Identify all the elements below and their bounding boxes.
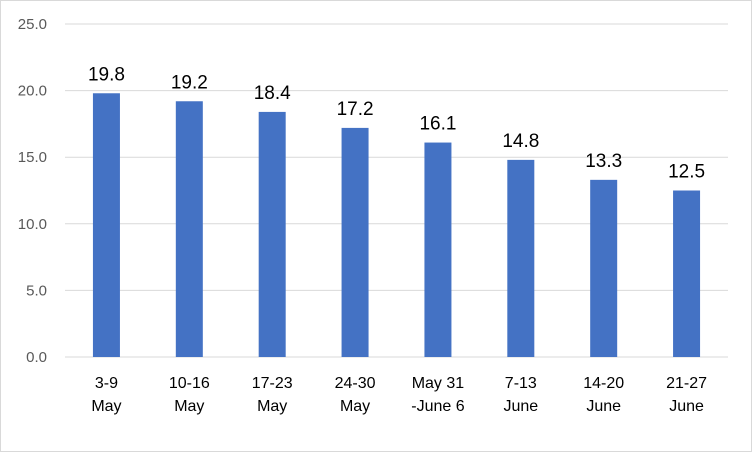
data-label: 12.5 [668,162,705,183]
x-category-label: 3-9 [95,375,118,392]
x-category-label: 14-20 [583,375,624,392]
x-category-label: May [91,398,121,415]
x-category-label: 10-16 [169,375,210,392]
x-category-label: 21-27 [666,375,707,392]
data-label: 18.4 [254,83,291,104]
data-label: 19.2 [171,72,208,93]
bar [175,101,203,357]
data-labels: 19.8 19.2 18.4 17.2 16.1 14.8 13.3 12.5 [88,64,705,182]
y-tick-label: 0.0 [26,349,47,366]
x-category-label: May [257,398,287,415]
y-tick-label: 10.0 [18,216,47,233]
x-category-label: 7-13 [505,375,537,392]
bar [590,179,618,357]
y-tick-label: 20.0 [18,83,47,100]
bar [673,190,701,357]
bar [341,127,369,358]
data-label: 13.3 [585,151,622,172]
data-label: 17.2 [337,99,374,120]
x-axis-category-labels: 3-9 May 10-16 May 17-23 May 24-30 May May 31 -Jun… [91,375,707,415]
bar [92,93,120,357]
x-category-label: June [669,398,704,415]
data-label: 19.8 [88,64,125,85]
data-label: 14.8 [502,131,539,152]
x-category-label: June [503,398,538,415]
bar [258,111,286,357]
y-tick-label: 5.0 [26,282,47,299]
gridlines [65,23,728,358]
y-tick-label: 25.0 [18,16,47,33]
y-axis-tick-labels: 0.0 5.0 10.0 15.0 20.0 25.0 [18,16,47,366]
y-tick-label: 15.0 [18,149,47,166]
bars [92,93,701,358]
x-category-label: 24-30 [335,375,376,392]
x-category-label: May 31 [412,375,465,392]
bar [507,159,535,357]
data-label: 16.1 [419,114,456,135]
x-category-label: June [586,398,621,415]
x-category-label: May [340,398,370,415]
x-category-label: 17-23 [252,375,293,392]
x-category-label: -June 6 [411,398,464,415]
x-category-label: May [174,398,204,415]
bar [424,142,452,357]
